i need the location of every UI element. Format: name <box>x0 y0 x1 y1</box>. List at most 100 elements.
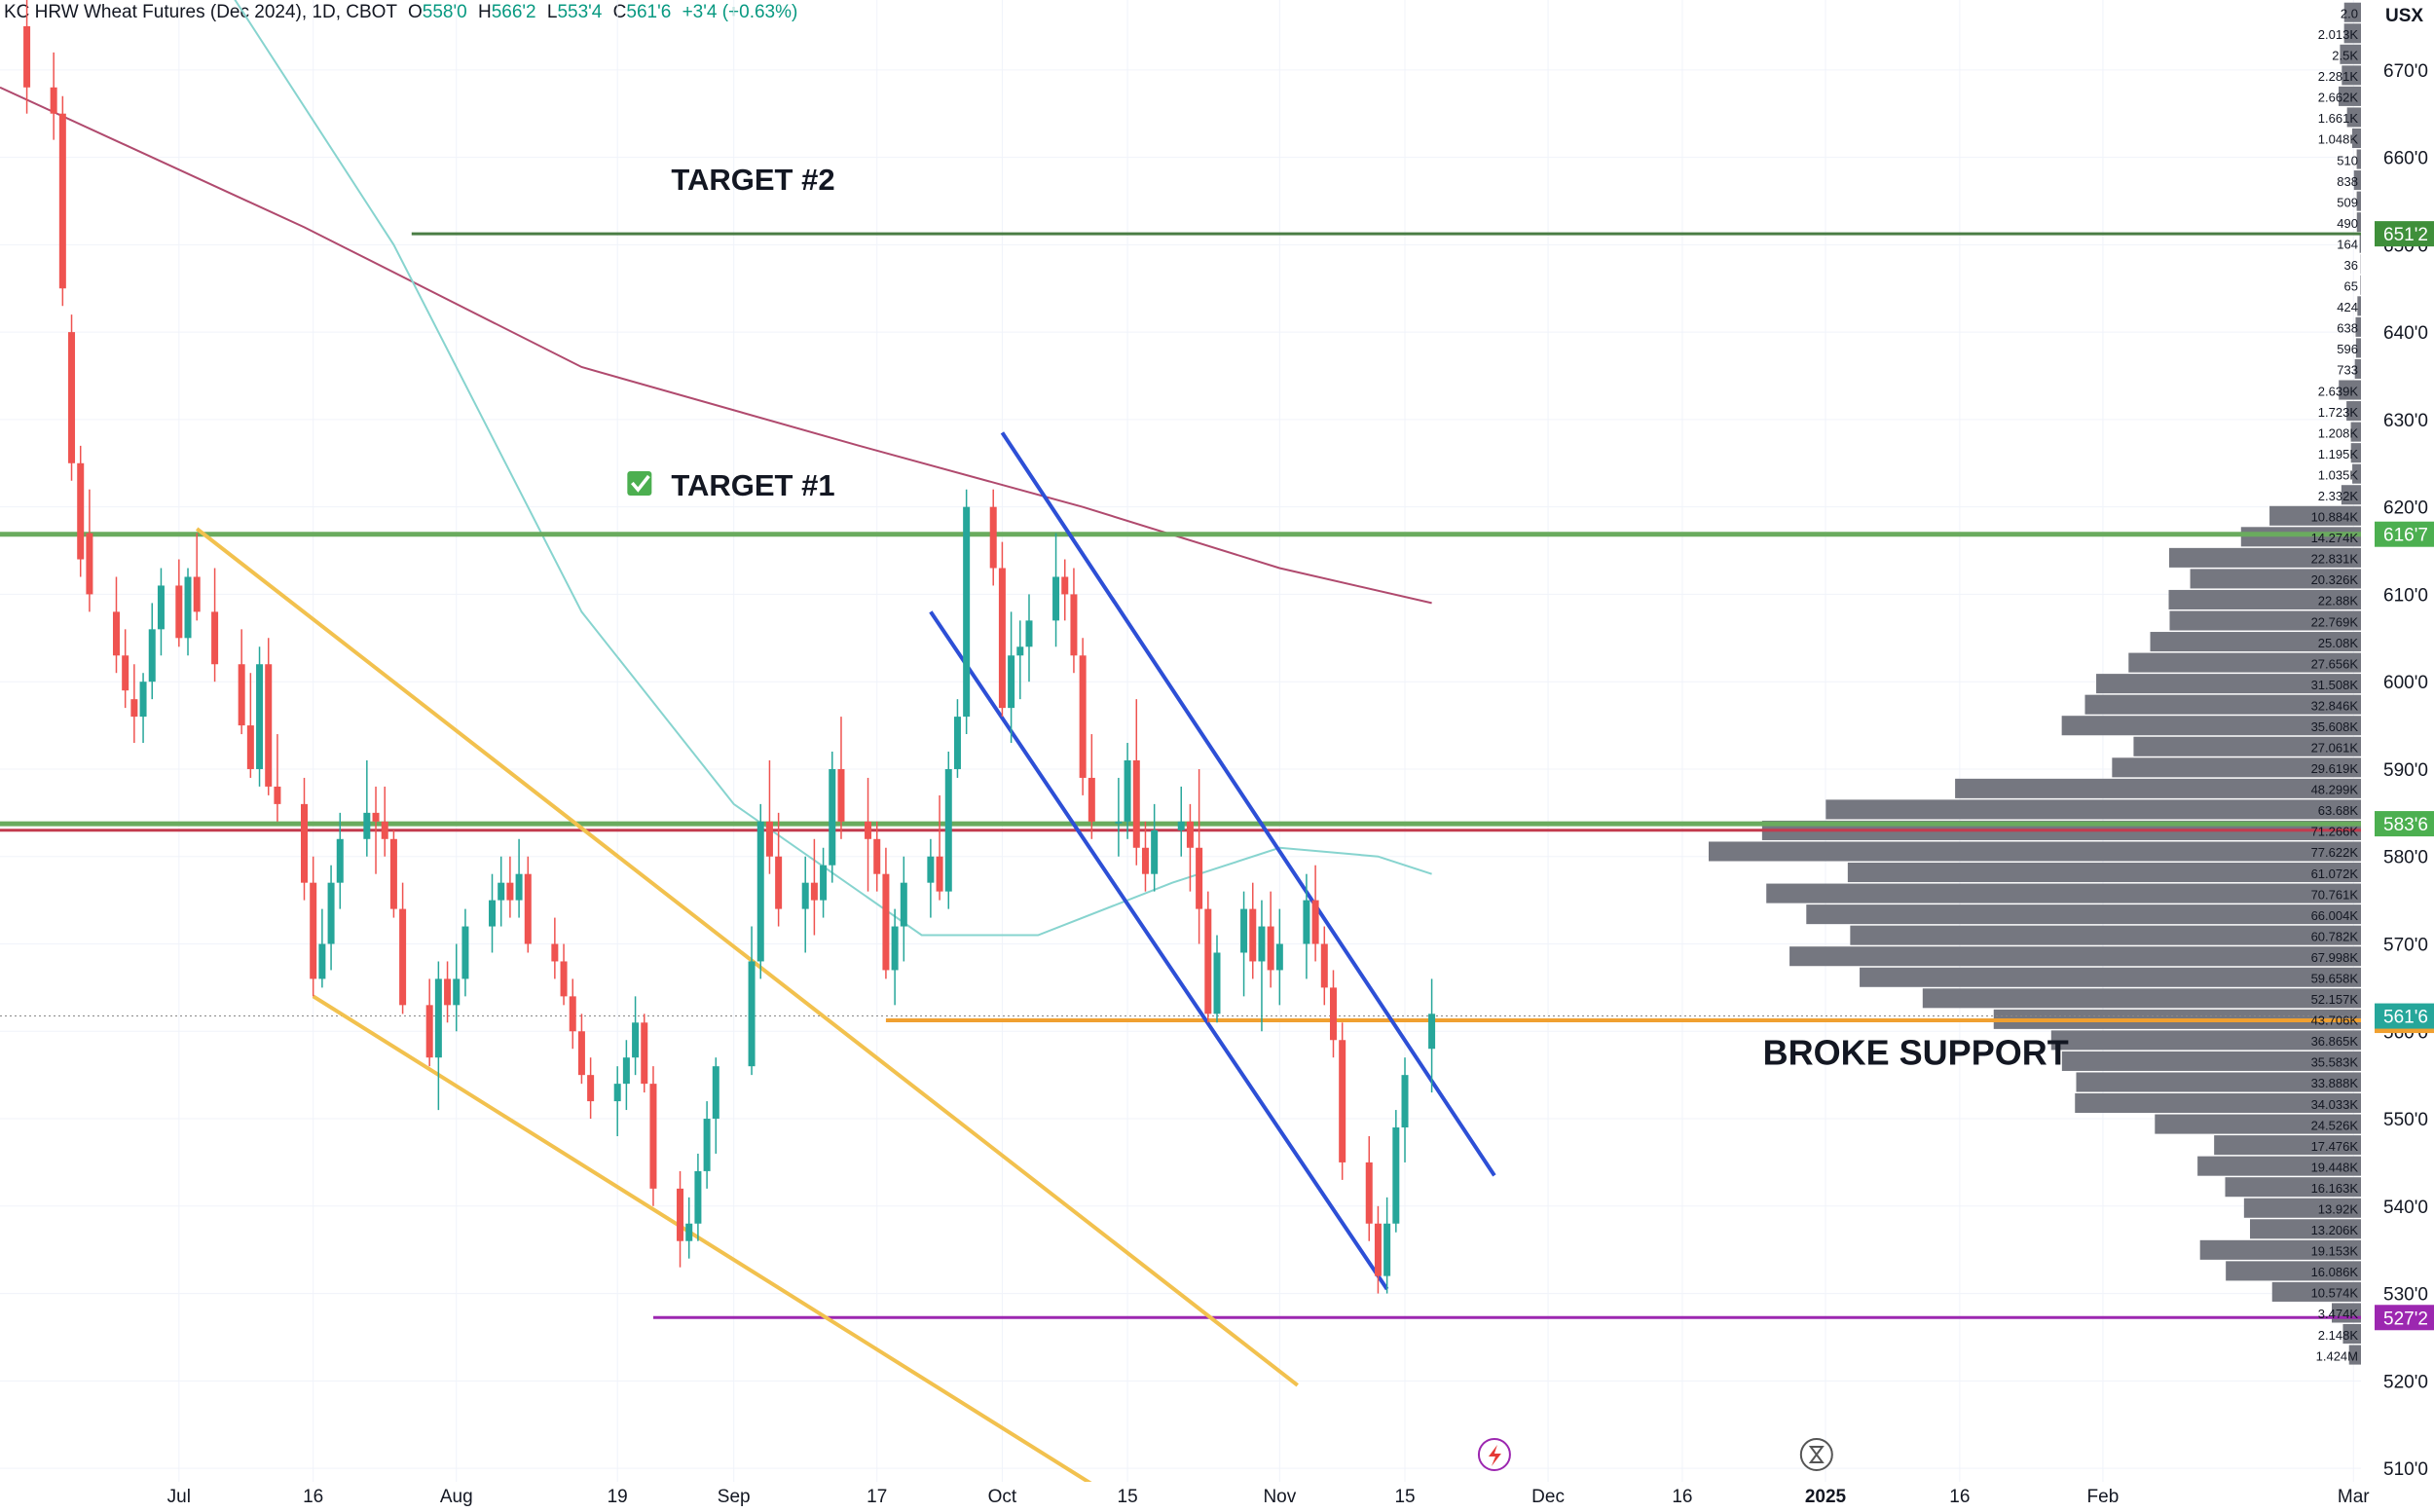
candle-body <box>865 821 872 839</box>
candle-body <box>810 882 818 901</box>
volume-profile-label: 2.148K <box>2318 1328 2359 1343</box>
volume-profile-bar <box>2350 422 2361 442</box>
moving-average-line <box>234 0 1432 937</box>
volume-profile-label: 63.68K <box>2318 803 2359 818</box>
candle-body <box>363 812 371 839</box>
volume-profile-bar <box>1850 925 2361 945</box>
moving-average-line <box>0 86 1432 605</box>
candle-body <box>765 821 773 857</box>
volume-profile-bar <box>1789 946 2361 967</box>
volume-profile-label: 1.424M <box>2316 1348 2358 1363</box>
volume-profile-label: 71.266K <box>2311 825 2359 839</box>
price-level-badge <box>2375 521 2434 547</box>
volume-profile-bar <box>2226 1261 2361 1281</box>
candle-body <box>148 629 156 682</box>
check-icon <box>627 470 652 496</box>
open-label: O <box>407 2 423 22</box>
volume-profile-bar <box>2150 632 2361 652</box>
time-tick-label: 16 <box>303 1487 323 1507</box>
volume-profile-bar <box>2346 401 2361 422</box>
high-value: 566'2 <box>491 2 536 22</box>
volume-profile-label: 19.448K <box>2311 1160 2359 1174</box>
candle-body <box>434 978 442 1058</box>
candle-body <box>837 768 845 822</box>
candle-body <box>685 1223 693 1241</box>
candle-body <box>891 926 899 971</box>
candle-body <box>551 943 559 962</box>
price-level-badge-label: 527'2 <box>2383 1309 2428 1329</box>
candle-body <box>265 664 273 787</box>
annotation-label: TARGET #2 <box>671 163 834 197</box>
time-tick-label: Sep <box>718 1487 751 1507</box>
volume-profile-label: 67.998K <box>2311 950 2359 965</box>
volume-profile-bar <box>2348 1345 2361 1365</box>
lightning-glyph <box>1488 1445 1501 1466</box>
candle-body <box>1365 1162 1373 1224</box>
price-tick-label: 520'0 <box>2383 1372 2428 1392</box>
volume-profile-bar <box>1826 799 2361 820</box>
volume-profile-bar <box>2340 44 2361 64</box>
candle-body <box>389 838 397 909</box>
time-tick-label: 19 <box>608 1487 628 1507</box>
candle-body <box>1329 987 1337 1041</box>
candle-body <box>873 838 881 874</box>
candle-body <box>613 1084 621 1102</box>
volume-profile-label: 2.639K <box>2318 384 2359 398</box>
volume-profile-label: 2.662K <box>2318 91 2359 105</box>
volume-profile-label: 24.526K <box>2311 1118 2359 1132</box>
low-label: L <box>546 2 558 22</box>
candle-body <box>1204 908 1212 1014</box>
candle-body <box>1383 1223 1391 1276</box>
volume-profile-label: 13.206K <box>2311 1223 2359 1237</box>
volume-profile-bar <box>2199 1239 2361 1260</box>
volume-profile-bar <box>2128 652 2361 673</box>
volume-profile-bar <box>2342 65 2361 86</box>
price-level-badge-label: 561'6 <box>2383 1008 2428 1028</box>
volume-profile-label: 596 <box>2337 342 2358 356</box>
candle-body <box>1186 821 1194 848</box>
candle-body <box>1320 943 1328 988</box>
volume-profile-bar <box>2354 358 2361 379</box>
candle-body <box>1177 821 1185 830</box>
volume-profile-label: 2.281K <box>2318 69 2359 84</box>
price-level-badge <box>2375 221 2434 247</box>
volume-profile-label: 32.846K <box>2311 698 2359 713</box>
candle-body <box>425 1005 433 1058</box>
volume-profile-bar <box>2342 1323 2361 1345</box>
candle-body <box>1061 576 1069 595</box>
candle-body <box>820 865 828 901</box>
time-tick-label: Dec <box>1531 1487 1565 1507</box>
hourglass-glyph <box>1808 1446 1825 1463</box>
volume-profile-bar <box>2061 1051 2361 1071</box>
candle-body <box>122 655 129 691</box>
candle-body <box>112 611 120 656</box>
volume-profile-label: 1.195K <box>2318 447 2359 461</box>
candle-body <box>1115 821 1123 824</box>
candle-body <box>318 943 326 979</box>
candle-body <box>157 585 165 630</box>
time-tick-label: 16 <box>1949 1487 1970 1507</box>
time-tick-label: Nov <box>1263 1487 1296 1507</box>
candle-body <box>58 113 66 289</box>
time-axis <box>0 1482 2434 1512</box>
volume-profile-label: 638 <box>2337 321 2358 336</box>
trendline <box>929 610 1389 1291</box>
candle-body <box>381 821 388 839</box>
volume-profile-bar <box>2112 757 2361 778</box>
volume-profile-bar <box>2050 1030 2361 1051</box>
volume-profile-bar <box>2197 1156 2361 1176</box>
candle-body <box>246 725 254 769</box>
volume-profile-bar <box>2250 1219 2361 1239</box>
symbol-title[interactable]: KC HRW Wheat Futures (Dec 2024), 1D, CBO… <box>4 2 397 22</box>
volume-profile-label: 77.622K <box>2311 845 2359 860</box>
candle-body <box>944 768 952 892</box>
candle-body <box>1141 847 1149 874</box>
candle-body <box>1132 759 1140 848</box>
candle-body <box>461 926 469 979</box>
time-tick-label: 15 <box>1394 1487 1415 1507</box>
candle-body <box>515 873 523 901</box>
volume-profile-label: 733 <box>2337 363 2358 378</box>
volume-profile-label: 31.508K <box>2311 678 2359 692</box>
change-value: +3'4 (+0.63%) <box>682 2 798 22</box>
